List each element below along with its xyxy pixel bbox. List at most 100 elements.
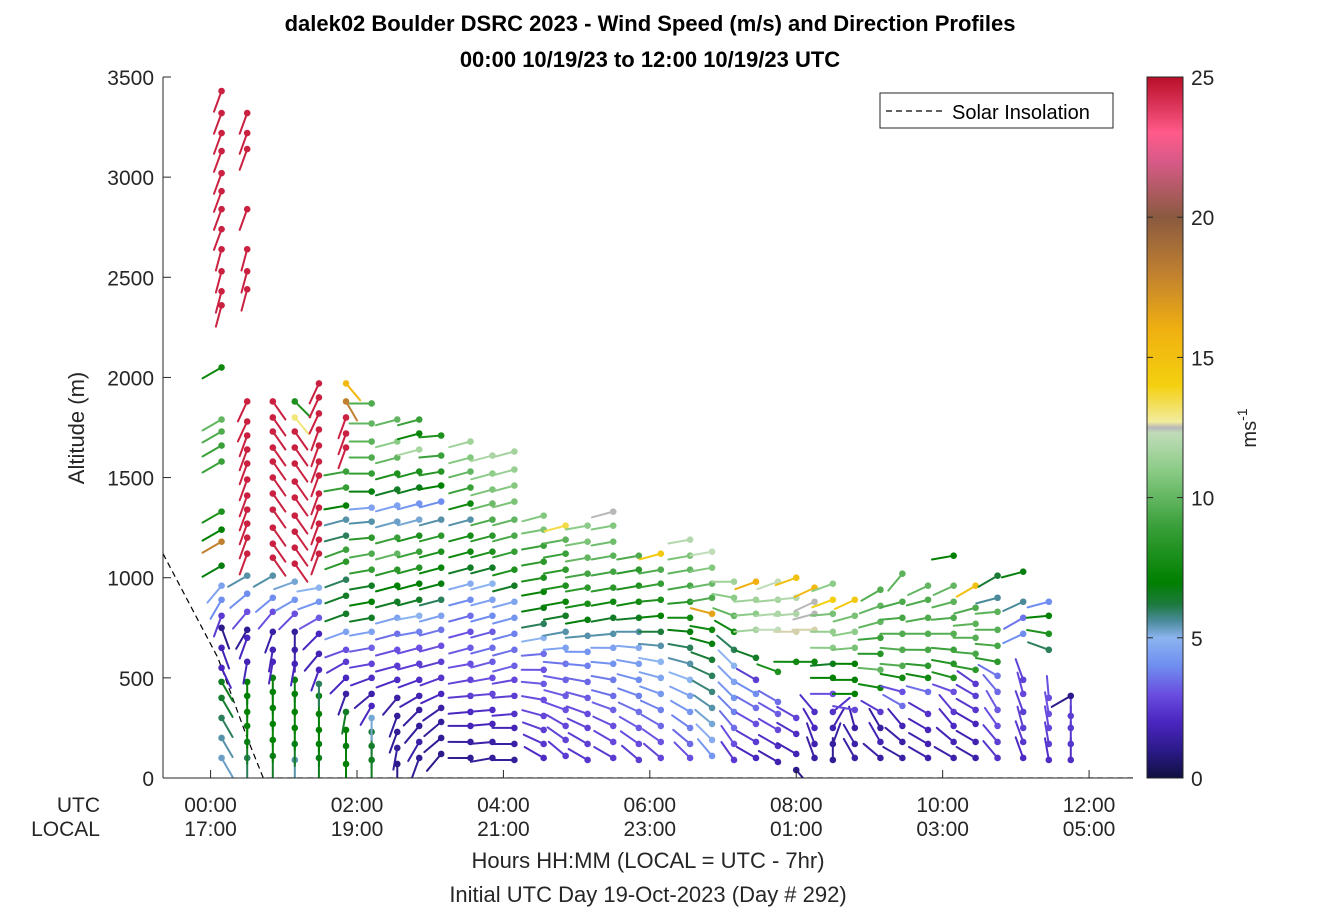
wind-barb-point — [584, 678, 591, 686]
wind-barb-point — [635, 708, 643, 716]
wind-barb-point — [218, 526, 225, 533]
wind-barb-point — [1045, 646, 1053, 654]
wind-barb-stick — [375, 632, 399, 641]
wind-barb-point — [924, 630, 932, 638]
wind-barb-stick — [447, 678, 472, 685]
wind-barb-point — [342, 628, 350, 636]
wind-barb-stick — [667, 584, 692, 591]
wind-barb-point — [730, 724, 738, 732]
colorbar-tick-label: 5 — [1191, 628, 1203, 651]
wind-barb-point — [540, 740, 547, 748]
wind-barb-stick — [695, 723, 714, 741]
x-tick-label-utc: 02:00 — [331, 794, 384, 817]
wind-barb-point — [291, 444, 299, 451]
wind-barb-stick — [238, 494, 249, 518]
wind-barb-stick — [448, 630, 472, 639]
wind-barb-point — [924, 646, 932, 654]
wind-barb-stick — [214, 270, 223, 294]
wind-barb-point — [269, 414, 277, 421]
wind-barb-point — [708, 672, 716, 680]
wind-barb-stick — [842, 737, 856, 759]
wind-barb-point — [950, 582, 957, 590]
wind-barb-point — [752, 676, 760, 684]
wind-barb-point — [584, 648, 591, 656]
wind-barb-stick — [375, 584, 399, 593]
wind-barb-stick — [492, 600, 516, 609]
wind-barb-stick — [521, 528, 545, 535]
wind-barb-stick — [521, 514, 545, 523]
wind-barb-stick — [977, 663, 999, 677]
wind-barb-stick — [669, 685, 692, 697]
wind-barb-point — [609, 508, 617, 515]
wind-barb-point — [342, 546, 350, 553]
wind-barb-point — [393, 486, 401, 493]
wind-barb-point — [1019, 568, 1027, 576]
wind-barb-point — [1019, 598, 1027, 606]
wind-barb-point — [730, 662, 738, 670]
wind-barb-point — [562, 722, 569, 730]
wind-barb-point — [291, 560, 299, 567]
wind-barb-point — [467, 454, 474, 461]
wind-barb-point — [415, 644, 423, 652]
wind-barb-stick — [868, 707, 882, 729]
wind-barb-point — [829, 580, 837, 588]
wind-barb-point — [269, 398, 277, 405]
wind-barb-point — [415, 612, 423, 620]
wind-barb-stick — [375, 568, 399, 577]
wind-barb-point — [511, 566, 518, 574]
wind-barb-point — [415, 580, 423, 588]
wind-barb-stick — [201, 444, 223, 458]
wind-barb-stick — [671, 714, 692, 729]
wind-barb-point — [342, 532, 350, 539]
wind-barb-stick — [375, 536, 399, 545]
wind-barb-point — [415, 446, 423, 453]
wind-barb-point — [584, 662, 591, 670]
wind-barb-point — [994, 672, 1001, 680]
wind-barb-stick — [492, 500, 516, 509]
wind-barb-stick — [308, 382, 320, 405]
wind-barb-stick — [1044, 705, 1050, 729]
wind-barb-point — [218, 694, 225, 702]
wind-barb-point — [1045, 756, 1053, 764]
wind-barb-stick — [375, 600, 399, 609]
wind-barb-point — [393, 646, 401, 654]
wind-barb-stick — [734, 580, 757, 591]
wind-barb-stick — [418, 660, 443, 669]
wind-barb-stick — [848, 705, 856, 729]
x-row-label-local: LOCAL — [31, 818, 100, 841]
wind-barb-stick — [832, 630, 856, 637]
wind-barb-stick — [521, 636, 545, 643]
wind-barb-stick — [809, 612, 834, 617]
wind-barb-stick — [206, 584, 223, 604]
wind-barb-stick — [985, 689, 999, 711]
wind-barb-stick — [213, 208, 223, 231]
wind-barb-point — [972, 692, 979, 700]
wind-barb-stick — [711, 592, 736, 599]
wind-barb-point — [1067, 740, 1075, 748]
wind-barb-stick — [418, 434, 443, 439]
wind-barb-point — [1045, 724, 1053, 732]
wind-barb-stick — [521, 695, 545, 701]
wind-barb-stick — [1003, 616, 1025, 630]
wind-barb-point — [415, 516, 423, 523]
wind-barb-point — [540, 680, 547, 688]
wind-barb-stick — [1027, 641, 1050, 651]
wind-barb-point — [467, 532, 474, 539]
wind-barb-point — [994, 572, 1001, 580]
wind-barb-stick — [643, 742, 662, 759]
wind-barb-stick — [293, 562, 309, 583]
wind-barb-stick — [349, 600, 373, 607]
wind-barb-stick — [543, 600, 567, 607]
wind-barb-stick — [616, 584, 640, 591]
wind-barb-point — [315, 442, 323, 449]
wind-barb-stick — [397, 486, 421, 495]
wind-barb-stick — [329, 676, 348, 695]
wind-barb-point — [415, 754, 423, 762]
wind-barb-stick — [447, 662, 472, 669]
wind-barb-stick — [615, 644, 640, 649]
wind-barb-stick — [308, 396, 320, 419]
x-tick-label-utc: 00:00 — [184, 794, 237, 817]
wind-barb-stick — [638, 552, 662, 561]
wind-barb-stick — [543, 538, 567, 545]
wind-barb-point — [657, 738, 665, 746]
